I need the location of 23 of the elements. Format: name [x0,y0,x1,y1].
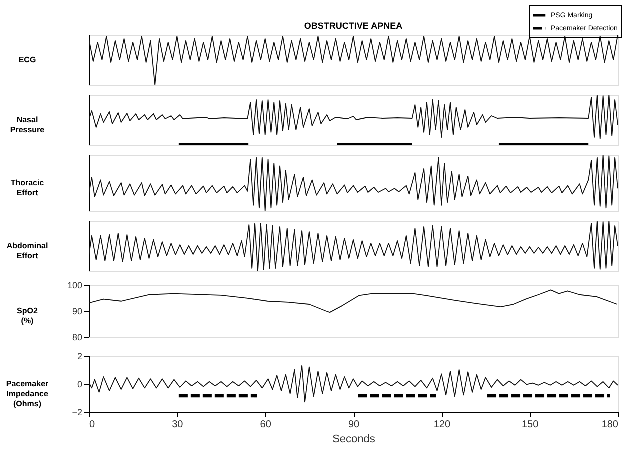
y-axis-title: Thoracic Effort [10,178,45,198]
y-axis-title: Nasal Pressure [10,116,46,134]
y-tick-label: 0 [77,380,82,390]
x-tick-label: 60 [260,420,272,430]
x-tick-label: 0 [90,420,96,430]
y-tick-label: 80 [72,332,82,342]
x-tick-label: 180 [602,420,619,430]
y-axis-title: Abdominal Effort [6,242,48,260]
x-tick-label: 90 [348,420,360,430]
y-axis-title: Pacemaker Impedance (Ohms) [6,380,49,408]
x-axis-title: Seconds [332,434,376,446]
y-tick-label: −2 [72,408,82,418]
x-tick-label: 120 [434,420,451,430]
y-axis-title: SpO2 (%) [17,306,38,326]
y-tick-label: 100 [67,280,82,290]
x-tick-label: 30 [172,420,184,430]
x-tick-label: 150 [522,420,540,430]
line-series [89,290,618,314]
y-tick-label: 2 [77,352,82,362]
y-tick-label: 90 [72,306,82,316]
chart-title: OBSTRUCTIVE APNEA [304,21,404,31]
y-axis-title: ECG [18,56,36,64]
line-series [89,365,618,403]
